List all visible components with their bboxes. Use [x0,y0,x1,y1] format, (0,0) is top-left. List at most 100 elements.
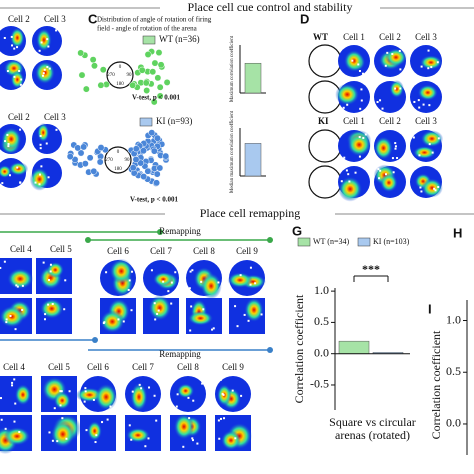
heatmap [170,413,206,451]
heatmap [32,122,62,154]
polar-dot [156,164,164,172]
unvisited [167,290,170,293]
unvisited [148,386,151,389]
group-label: WT [313,32,328,42]
unvisited [431,151,434,154]
unvisited [11,381,14,384]
panel-letter: G [292,223,302,238]
firing-field [374,136,393,160]
cell-label: Cell 9 [236,246,258,256]
firing-field [126,427,150,443]
heatmap [186,298,222,334]
heatmap [374,45,407,77]
cell-label: Cell 4 [3,362,25,372]
unvisited [4,427,7,430]
heatmap [0,258,34,294]
unvisited [218,437,221,440]
firing-field [8,161,29,176]
firing-field [380,173,398,193]
unvisited [428,104,431,107]
heatmap [143,260,179,296]
panel-letter: D [300,11,309,26]
unvisited [13,420,16,423]
heatmap [0,59,26,90]
unvisited [386,51,389,54]
unvisited [46,38,49,41]
heatmap [125,415,161,451]
unvisited [358,155,361,158]
unvisited [394,142,397,145]
unvisited [105,271,108,274]
polar-dot [132,156,140,164]
unvisited [176,393,179,396]
unvisited [40,41,43,44]
angle-label: 270 [107,73,115,78]
unvisited [190,305,193,308]
heatmap [410,130,444,162]
x-axis-label: arenas (rotated) [335,428,410,442]
unvisited [13,75,16,78]
y-tick-label: 0.0 [446,416,461,430]
polar-dot [153,179,161,187]
significance: *** [362,262,380,276]
firing-field [53,391,71,410]
unvisited [360,99,363,102]
unvisited [187,396,190,399]
firing-field [187,310,214,326]
angle-label: 270 [105,158,113,163]
heatmap [186,260,222,300]
cell-label: Cell 5 [48,362,70,372]
unvisited [420,190,423,193]
unvisited [357,63,360,66]
angle-label: 90 [125,158,131,163]
cell-label: Cell 3 [44,14,66,24]
unvisited [68,390,71,393]
y-tick-label: 0.5 [446,364,461,378]
remap-label: Remapping [159,349,201,359]
marker [85,237,91,243]
polar-dot [77,49,85,57]
heatmap [29,158,62,191]
unvisited [379,99,382,102]
unvisited [427,67,430,70]
unvisited [377,168,380,171]
heatmap [75,376,118,412]
unvisited [398,50,401,53]
unvisited [247,319,250,322]
unvisited [140,387,143,390]
arena [308,129,342,163]
unvisited [351,59,354,62]
firing-field [421,178,443,198]
group-label: KI [318,116,329,126]
cell-label: Cell 2 [379,32,401,42]
unvisited [55,29,58,32]
unvisited [106,418,109,421]
polar-dot [140,173,148,181]
unvisited [249,283,252,286]
unvisited [39,173,42,176]
y-tick-label: 0.0 [314,345,329,359]
unvisited [48,431,51,434]
polar-dot [86,154,94,162]
cell-label: Cell 7 [132,362,154,372]
unvisited [254,282,257,285]
polar-axis [104,146,132,174]
unvisited [94,441,97,444]
unvisited [379,169,382,172]
unvisited [18,69,21,72]
arena [308,44,342,78]
heatmap [32,26,62,56]
unvisited [47,303,50,306]
unvisited [236,325,239,328]
polar-dot [162,152,170,160]
heatmap [335,81,370,113]
polar-dot [150,147,158,155]
firing-field [95,383,118,411]
unvisited [19,181,22,184]
unvisited [6,70,9,73]
cell-label: Cell 3 [415,116,437,126]
marker [92,337,98,343]
unvisited [130,309,133,312]
arena [308,165,342,199]
